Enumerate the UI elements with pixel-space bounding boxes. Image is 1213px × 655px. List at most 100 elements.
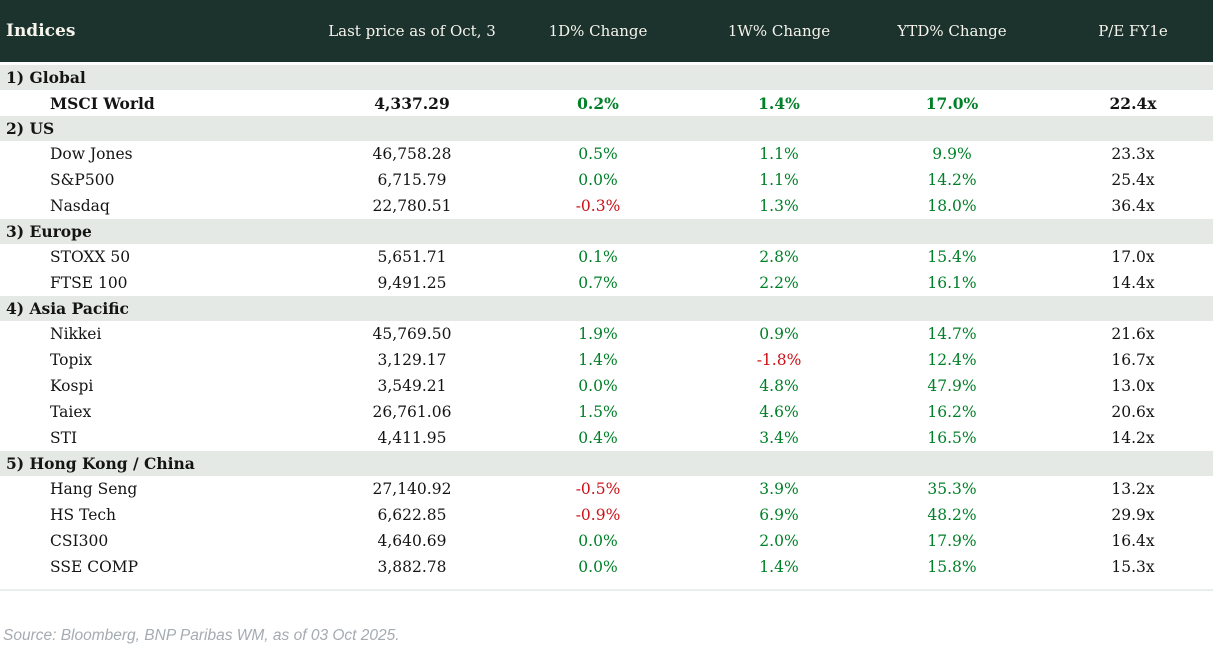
- last-price-value: 46,758.28: [300, 141, 524, 167]
- pe-fy1e-value: 29.9x: [1018, 502, 1213, 528]
- ytd-change-value: 18.0%: [886, 193, 1018, 219]
- 1w-change-value: 4.8%: [672, 373, 886, 399]
- column-header-ytd-change: YTD% Change: [886, 0, 1018, 65]
- section-row: 5) Hong Kong / China: [0, 451, 1213, 476]
- pe-fy1e-value: 14.4x: [1018, 270, 1213, 296]
- 1d-change-value: 0.0%: [524, 554, 672, 580]
- table-row: STI 4,411.95 0.4% 3.4% 16.5% 14.2x: [0, 425, 1213, 451]
- 1d-change-value: 0.2%: [524, 90, 672, 116]
- index-name: HS Tech: [0, 502, 300, 528]
- index-name: Kospi: [0, 373, 300, 399]
- last-price-value: 3,549.21: [300, 373, 524, 399]
- index-name: MSCI World: [0, 90, 300, 116]
- 1d-change-value: 1.4%: [524, 347, 672, 373]
- column-header-pe-fy1e: P/E FY1e: [1018, 0, 1213, 65]
- table-row: Taiex 26,761.06 1.5% 4.6% 16.2% 20.6x: [0, 399, 1213, 425]
- 1d-change-value: 0.7%: [524, 270, 672, 296]
- index-name: Topix: [0, 347, 300, 373]
- indices-table: Indices Last price as of Oct, 3 1D% Chan…: [0, 0, 1213, 580]
- index-name: Nasdaq: [0, 193, 300, 219]
- 1w-change-value: 1.4%: [672, 90, 886, 116]
- column-header-1d-change: 1D% Change: [524, 0, 672, 65]
- 1d-change-value: 0.0%: [524, 528, 672, 554]
- last-price-value: 22,780.51: [300, 193, 524, 219]
- 1w-change-value: 1.4%: [672, 554, 886, 580]
- ytd-change-value: 9.9%: [886, 141, 1018, 167]
- table-body: 1) Global MSCI World 4,337.29 0.2% 1.4% 17.0%…: [0, 63, 1213, 580]
- ytd-change-value: 47.9%: [886, 373, 1018, 399]
- pe-fy1e-value: 13.0x: [1018, 373, 1213, 399]
- ytd-change-value: 48.2%: [886, 502, 1018, 528]
- ytd-change-value: 17.0%: [886, 90, 1018, 116]
- 1w-change-value: 1.1%: [672, 141, 886, 167]
- source-note: Source: Bloomberg, BNP Paribas WM, as of…: [3, 627, 400, 644]
- 1d-change-value: -0.9%: [524, 502, 672, 528]
- 1w-change-value: 1.3%: [672, 193, 886, 219]
- last-price-value: 3,882.78: [300, 554, 524, 580]
- 1w-change-value: 3.9%: [672, 476, 886, 502]
- index-name: STI: [0, 425, 300, 451]
- 1w-change-value: 1.1%: [672, 167, 886, 193]
- last-price-value: 4,640.69: [300, 528, 524, 554]
- ytd-change-value: 15.8%: [886, 554, 1018, 580]
- pe-fy1e-value: 16.7x: [1018, 347, 1213, 373]
- section-label: 1) Global: [0, 63, 1213, 90]
- column-header-1w-change: 1W% Change: [672, 0, 886, 65]
- last-price-value: 6,715.79: [300, 167, 524, 193]
- column-header-last-price: Last price as of Oct, 3: [300, 0, 524, 65]
- last-price-value: 26,761.06: [300, 399, 524, 425]
- index-name: Taiex: [0, 399, 300, 425]
- pe-fy1e-value: 23.3x: [1018, 141, 1213, 167]
- table-row: Dow Jones 46,758.28 0.5% 1.1% 9.9% 23.3x: [0, 141, 1213, 167]
- 1w-change-value: 3.4%: [672, 425, 886, 451]
- ytd-change-value: 14.2%: [886, 167, 1018, 193]
- 1w-change-value: 0.9%: [672, 321, 886, 347]
- 1w-change-value: -1.8%: [672, 347, 886, 373]
- index-name: STOXX 50: [0, 244, 300, 270]
- pe-fy1e-value: 14.2x: [1018, 425, 1213, 451]
- table-row: SSE COMP 3,882.78 0.0% 1.4% 15.8% 15.3x: [0, 554, 1213, 580]
- index-name: SSE COMP: [0, 554, 300, 580]
- index-name: CSI300: [0, 528, 300, 554]
- ytd-change-value: 17.9%: [886, 528, 1018, 554]
- section-label: 2) US: [0, 116, 1213, 141]
- section-label: 4) Asia Pacific: [0, 296, 1213, 321]
- index-name: FTSE 100: [0, 270, 300, 296]
- last-price-value: 5,651.71: [300, 244, 524, 270]
- pe-fy1e-value: 22.4x: [1018, 90, 1213, 116]
- ytd-change-value: 35.3%: [886, 476, 1018, 502]
- pe-fy1e-value: 16.4x: [1018, 528, 1213, 554]
- last-price-value: 45,769.50: [300, 321, 524, 347]
- index-name: Nikkei: [0, 321, 300, 347]
- index-name: Hang Seng: [0, 476, 300, 502]
- last-price-value: 3,129.17: [300, 347, 524, 373]
- pe-fy1e-value: 15.3x: [1018, 554, 1213, 580]
- table-title: Indices: [0, 0, 300, 65]
- 1d-change-value: 0.4%: [524, 425, 672, 451]
- table-row: Nasdaq 22,780.51 -0.3% 1.3% 18.0% 36.4x: [0, 193, 1213, 219]
- 1d-change-value: 1.5%: [524, 399, 672, 425]
- last-price-value: 4,411.95: [300, 425, 524, 451]
- section-row: 3) Europe: [0, 219, 1213, 244]
- table-row: Kospi 3,549.21 0.0% 4.8% 47.9% 13.0x: [0, 373, 1213, 399]
- pe-fy1e-value: 25.4x: [1018, 167, 1213, 193]
- 1d-change-value: -0.3%: [524, 193, 672, 219]
- pe-fy1e-value: 36.4x: [1018, 193, 1213, 219]
- ytd-change-value: 12.4%: [886, 347, 1018, 373]
- section-row: 2) US: [0, 116, 1213, 141]
- table-row: MSCI World 4,337.29 0.2% 1.4% 17.0% 22.4x: [0, 90, 1213, 116]
- last-price-value: 4,337.29: [300, 90, 524, 116]
- section-row: 1) Global: [0, 63, 1213, 90]
- last-price-value: 9,491.25: [300, 270, 524, 296]
- table-row: Topix 3,129.17 1.4% -1.8% 12.4% 16.7x: [0, 347, 1213, 373]
- 1w-change-value: 2.2%: [672, 270, 886, 296]
- ytd-change-value: 16.2%: [886, 399, 1018, 425]
- 1w-change-value: 6.9%: [672, 502, 886, 528]
- table-row: Hang Seng 27,140.92 -0.5% 3.9% 35.3% 13.2x: [0, 476, 1213, 502]
- section-row: 4) Asia Pacific: [0, 296, 1213, 321]
- 1d-change-value: 0.5%: [524, 141, 672, 167]
- ytd-change-value: 15.4%: [886, 244, 1018, 270]
- section-label: 3) Europe: [0, 219, 1213, 244]
- table-row: Nikkei 45,769.50 1.9% 0.9% 14.7% 21.6x: [0, 321, 1213, 347]
